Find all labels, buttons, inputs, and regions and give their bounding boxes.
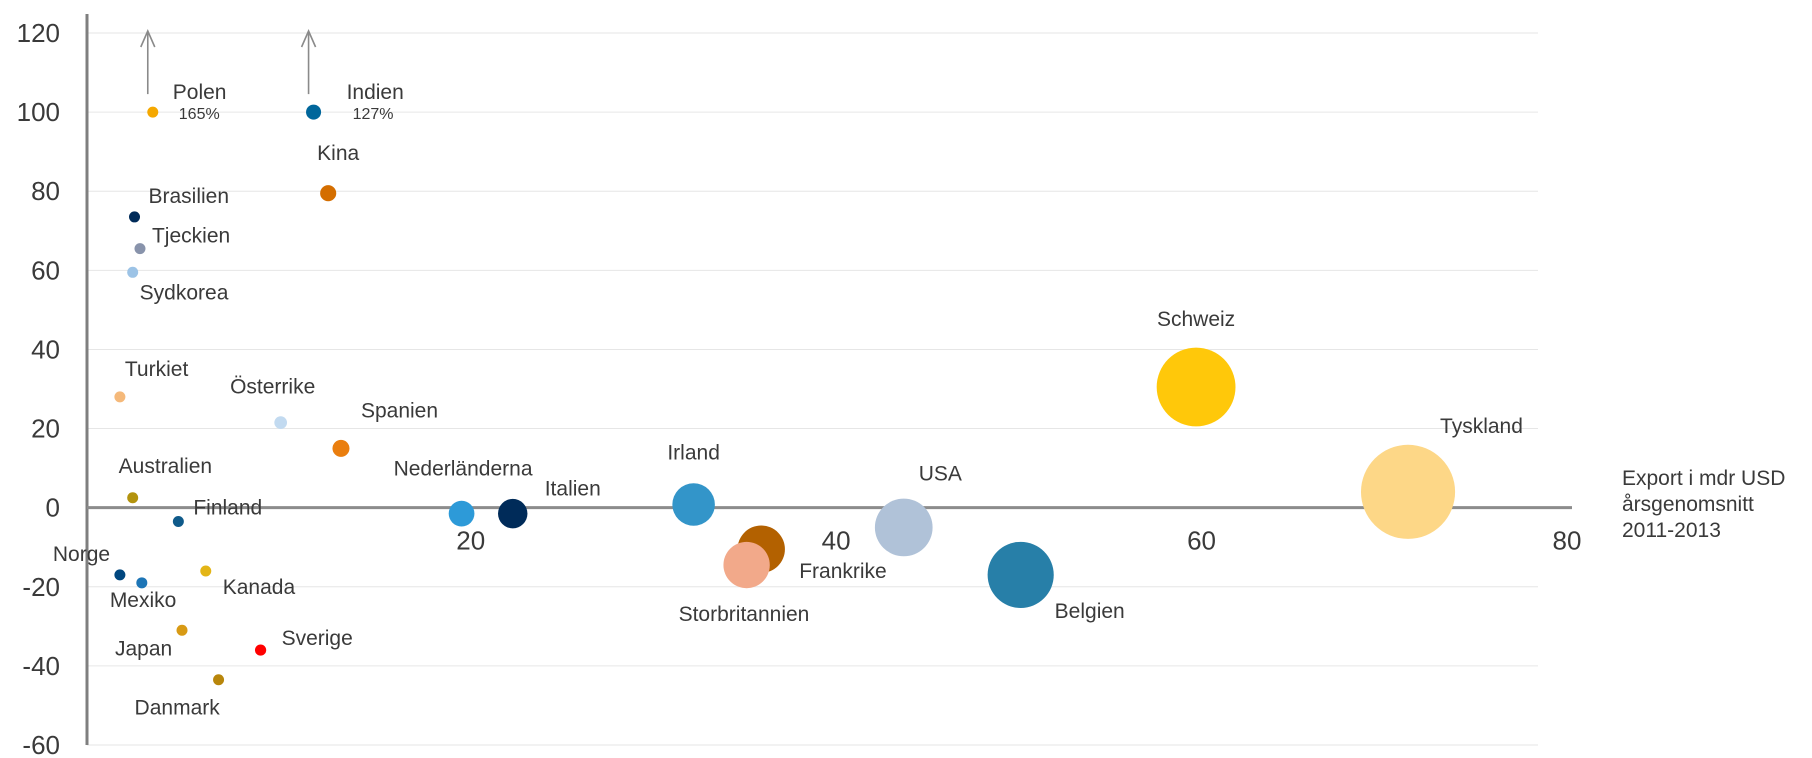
- point-label-turkiet: Turkiet: [125, 358, 189, 381]
- bubble-spanien: [332, 439, 350, 457]
- x-tick-label: 80: [1553, 526, 1582, 556]
- point-label-irland: Irland: [667, 442, 720, 465]
- bubble-storbritannien: [723, 541, 770, 589]
- point-label-kina: Kina: [317, 142, 359, 165]
- x-axis-label: Export i mdr USD årsgenomsnitt 2011-2013: [1622, 467, 1785, 542]
- bubble-irland: [672, 483, 715, 526]
- bubble-kina: [320, 185, 337, 202]
- axes: [85, 14, 1572, 745]
- point-label-sydkorea: Sydkorea: [140, 281, 229, 304]
- bubble-indien: [306, 104, 322, 120]
- bubble-sverige: [254, 644, 267, 656]
- point-note-indien: 127%: [353, 106, 394, 123]
- point-label-kanada: Kanada: [223, 576, 296, 599]
- overflow-arrowhead-indien: [300, 29, 317, 48]
- bubble-danmark: [213, 674, 225, 686]
- point-label-indien: Indien: [347, 81, 404, 104]
- y-tick-label: -40: [22, 651, 60, 681]
- bubble-brasilien: [129, 211, 141, 223]
- point-note-polen: 165%: [179, 106, 220, 123]
- point-label-brasilien: Brasilien: [149, 185, 230, 208]
- y-tick-label: -60: [22, 730, 60, 758]
- point-label-tjeckien: Tjeckien: [152, 225, 230, 248]
- bubble-nederlanderna: [448, 500, 475, 527]
- point-label-norge: Norge: [53, 543, 110, 566]
- point-label-nederlanderna: Nederländerna: [394, 458, 533, 481]
- point-label-tyskland: Tyskland: [1440, 415, 1523, 438]
- y-tick-label: 60: [31, 255, 60, 285]
- bubble-tyskland: [1360, 444, 1456, 539]
- x-axis-label-line: 2011-2013: [1622, 519, 1721, 542]
- point-label-australien: Australien: [119, 455, 212, 478]
- bubble-norge: [114, 569, 126, 581]
- y-tick-label: 0: [46, 493, 60, 523]
- bubble-finland: [172, 516, 184, 528]
- bubble-japan: [176, 624, 188, 636]
- point-labels: Polen 165% Indien 127% Kina Brasilien Tjeckien…: [53, 29, 1523, 720]
- bubble-usa: [874, 498, 933, 557]
- bubble-sydkorea: [127, 266, 139, 278]
- point-label-italien: Italien: [545, 478, 601, 501]
- bubble-schweiz: [1156, 347, 1236, 427]
- y-tick-label: 120: [17, 18, 60, 48]
- x-tick-labels: 20 40 60 80: [456, 526, 1581, 556]
- point-label-schweiz: Schweiz: [1157, 308, 1235, 331]
- point-label-storbritannien: Storbritannien: [679, 603, 810, 626]
- bubble-mexiko: [136, 577, 148, 589]
- bubble-italien: [498, 498, 528, 529]
- bubble-osterrike: [274, 416, 288, 429]
- y-tick-label: 20: [31, 414, 60, 444]
- y-tick-labels: 120 100 80 60 40 20 0 -20 -40 -60: [17, 18, 60, 758]
- bubbles: [114, 104, 1456, 686]
- bubble-polen: [147, 106, 159, 118]
- x-axis-label-line: årsgenomsnitt: [1622, 493, 1754, 516]
- x-tick-label: 60: [1187, 526, 1216, 556]
- point-label-japan: Japan: [115, 637, 172, 660]
- y-tick-label: 40: [31, 334, 60, 364]
- x-tick-label: 20: [456, 526, 485, 556]
- point-label-frankrike: Frankrike: [799, 560, 887, 583]
- x-axis-label-line: Export i mdr USD: [1622, 467, 1785, 490]
- y-tick-label: 80: [31, 176, 60, 206]
- bubble-tjeckien: [134, 243, 146, 255]
- point-label-osterrike: Österrike: [230, 376, 315, 399]
- point-label-belgien: Belgien: [1055, 600, 1125, 623]
- x-tick-label: 40: [822, 526, 851, 556]
- point-label-finland: Finland: [193, 497, 262, 520]
- point-label-spanien: Spanien: [361, 399, 438, 422]
- bubble-kanada: [200, 565, 212, 577]
- point-label-usa: USA: [919, 462, 962, 485]
- y-tick-label: -20: [22, 572, 60, 602]
- point-label-sverige: Sverige: [282, 627, 353, 650]
- y-tick-label: 100: [17, 97, 60, 127]
- point-label-danmark: Danmark: [135, 697, 221, 720]
- overflow-arrowhead-polen: [140, 29, 156, 48]
- bubble-belgien: [987, 541, 1054, 608]
- bubble-turkiet: [114, 391, 126, 403]
- bubble-australien: [127, 492, 139, 504]
- point-label-mexiko: Mexiko: [110, 589, 177, 612]
- point-label-polen: Polen: [173, 81, 227, 104]
